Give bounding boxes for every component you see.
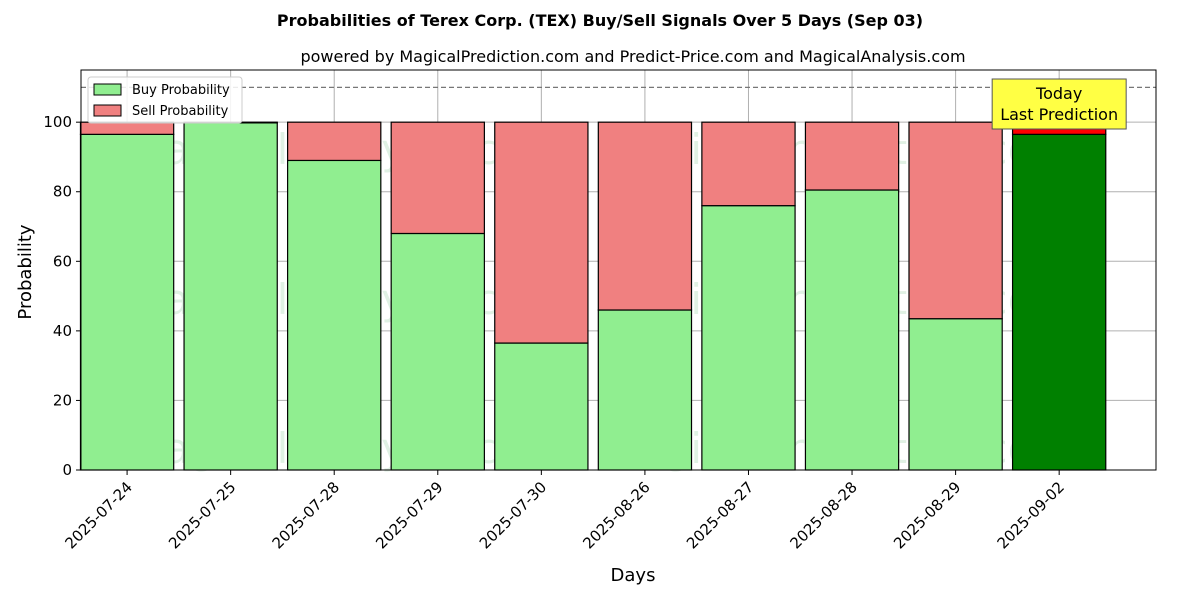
sell-bar [597, 121, 693, 311]
annotation-line1: Today [1035, 84, 1082, 103]
sell-bar [390, 121, 485, 235]
x-tick-label: 2025-08-26 [579, 478, 653, 552]
legend-label-buy: Buy Probability [132, 83, 230, 98]
y-tick-label: 80 [53, 183, 72, 201]
x-tick-label: 2025-08-27 [683, 478, 757, 552]
y-tick-label: 60 [53, 252, 72, 270]
buy-bar [701, 205, 796, 471]
x-tick-label: 2025-08-28 [786, 478, 860, 552]
chart-subtitle: powered by MagicalPrediction.com and Pre… [300, 47, 965, 66]
sell-bar [287, 121, 382, 162]
buy-bar [908, 318, 1003, 471]
x-axis-ticks: 2025-07-24 2025-07-25 2025-07-28 2025-07-29… [62, 470, 1068, 552]
plot-frame [80, 69, 1157, 471]
buy-bar [494, 342, 589, 471]
x-tick-label: 2025-09-02 [994, 478, 1068, 552]
legend-label-sell: Sell Probability [132, 104, 229, 119]
buy-bar [287, 159, 382, 471]
buy-bar [597, 309, 693, 471]
legend: Buy Probability Sell Probability [87, 76, 243, 124]
legend-swatch-buy [93, 83, 122, 96]
buy-bar [390, 232, 485, 471]
y-tick-label: 0 [62, 461, 72, 479]
buy-bar [183, 122, 278, 471]
annotation-line2: Last Prediction [1000, 105, 1118, 124]
bars [79, 121, 1107, 471]
y-axis-label: Probability [15, 224, 36, 319]
x-tick-label: 2025-07-28 [269, 478, 343, 552]
buy-bar [79, 133, 175, 471]
annotation-box [991, 78, 1127, 130]
x-tick-label: 2025-08-29 [890, 478, 964, 552]
x-axis-label: Days [611, 565, 656, 586]
buy-bar [1011, 133, 1107, 471]
x-tick-label: 2025-07-30 [476, 478, 550, 552]
sell-bar [494, 121, 589, 344]
y-axis-ticks: 0 20 40 60 80 100 [43, 113, 81, 479]
x-tick-label: 2025-07-24 [62, 478, 136, 552]
x-tick-label: 2025-07-29 [372, 478, 446, 552]
y-tick-label: 20 [53, 391, 72, 409]
chart-title: Probabilities of Terex Corp. (TEX) Buy/S… [277, 11, 923, 30]
y-tick-label: 100 [43, 113, 72, 131]
y-tick-label: 40 [53, 322, 72, 340]
sell-bar [79, 121, 175, 135]
buy-bar [804, 189, 900, 471]
today-annotation: Today Last Prediction [991, 78, 1127, 130]
legend-box [87, 76, 243, 124]
sell-bar [701, 121, 796, 207]
sell-bar [804, 121, 900, 191]
x-tick-label: 2025-07-25 [165, 478, 239, 552]
sell-bar [908, 121, 1003, 320]
legend-swatch-sell [93, 104, 122, 117]
